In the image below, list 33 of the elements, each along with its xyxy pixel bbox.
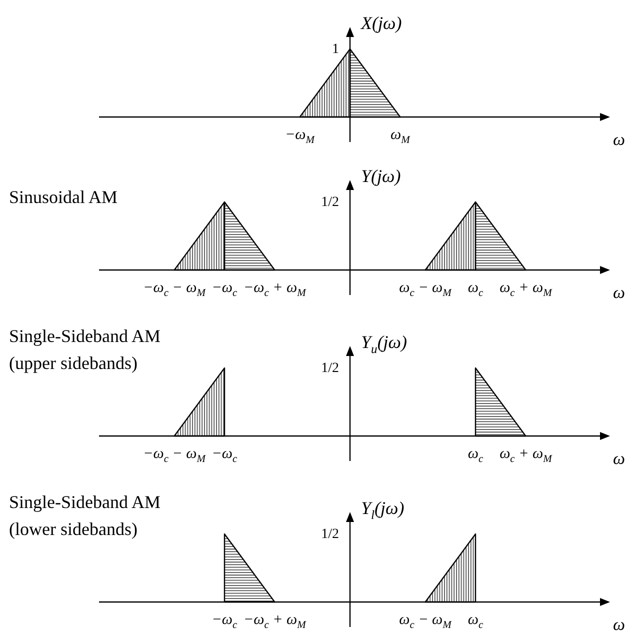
annotation: 1/2 bbox=[321, 194, 339, 210]
chart-subtitle: (lower sidebands) bbox=[9, 519, 138, 539]
annotation: 1/2 bbox=[321, 526, 339, 542]
x-axis-title: ω bbox=[613, 130, 626, 148]
x-tick-label: −ω$_{c}$ − ω$_{M}$ bbox=[143, 280, 207, 299]
x-tick-label: −ω$_{c}$ + ω$_{M}$ bbox=[244, 612, 308, 631]
x-axis-title: ω bbox=[613, 448, 626, 468]
y-axis-title: Y$_{u}$(jω) bbox=[361, 332, 408, 356]
chart-title: Sinusoidal AM bbox=[9, 187, 118, 207]
chart-subtitle: (upper sidebands) bbox=[9, 353, 138, 373]
annotation: 1/2 bbox=[321, 360, 339, 376]
x-tick-label: −ω$_{M}$ bbox=[285, 127, 316, 146]
y-axis-title: Y(jω) bbox=[361, 166, 401, 186]
x-tick-label: ω$_{c}$ − ω$_{M}$ bbox=[399, 280, 453, 299]
chart-title: Single-Sideband AM bbox=[9, 326, 160, 346]
x-tick-label: ω$_{c}$ + ω$_{M}$ bbox=[500, 280, 554, 299]
x-tick-label: ω$_{M}$ bbox=[390, 127, 412, 146]
x-axis-title: ω bbox=[613, 282, 626, 302]
x-tick-label: ω$_{c}$ + ω$_{M}$ bbox=[500, 446, 554, 465]
x-tick-label: ω$_{c}$ − ω$_{M}$ bbox=[399, 612, 453, 631]
x-tick-label: −ω$_{c}$ − ω$_{M}$ bbox=[143, 446, 207, 465]
x-tick-label: ω$_{c}$ bbox=[468, 446, 484, 465]
x-tick-label: −ω$_{c}$ bbox=[212, 280, 238, 299]
x-tick-label: ω$_{c}$ bbox=[468, 612, 484, 631]
x-tick-label: −ω$_{c}$ bbox=[212, 612, 238, 631]
x-tick-label: −ω$_{c}$ bbox=[212, 446, 238, 465]
x-tick-label: ω$_{c}$ bbox=[468, 280, 484, 299]
annotation: 1 bbox=[332, 42, 339, 56]
chart-title: Single-Sideband AM bbox=[9, 492, 160, 512]
x-axis-title: ω bbox=[613, 614, 626, 632]
y-axis-title: Y$_{l}$(jω) bbox=[361, 498, 404, 522]
y-axis-title: X(jω) bbox=[360, 13, 402, 33]
x-tick-label: −ω$_{c}$ + ω$_{M}$ bbox=[244, 280, 308, 299]
